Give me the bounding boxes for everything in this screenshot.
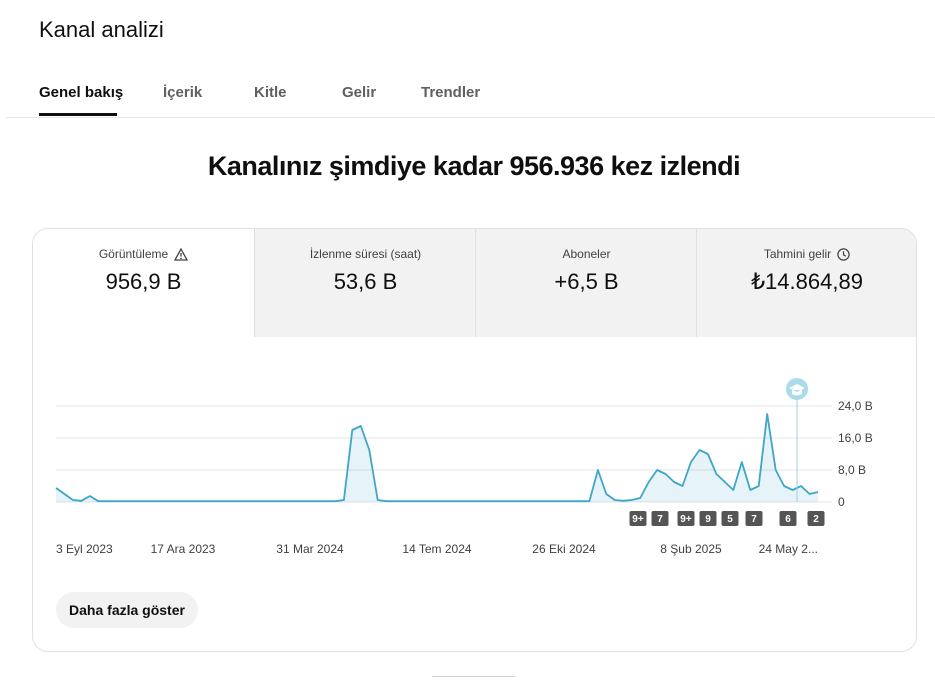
metric-tab[interactable]: Görüntüleme 956,9 B [33,229,254,337]
event-marker-label: 9+ [632,514,644,525]
metric-value: 53,6 B [333,269,398,294]
metric-value: ₺14.864,89 [751,269,863,294]
event-marker [699,511,717,526]
y-tick-label: 0 [838,495,845,509]
tab[interactable]: Trendler [421,84,481,101]
x-tick-label: 26 Eki 2024 [532,542,596,556]
event-marker-label: 7 [657,514,663,525]
x-tick-label: 8 Şub 2025 [660,542,722,556]
event-marker [807,511,825,526]
clock-icon [837,247,850,261]
event-marker-label: 5 [727,514,733,525]
event-marker-label: 6 [785,514,791,525]
event-marker [651,511,669,526]
y-tick-label: 8,0 B [838,463,866,477]
x-tick-label: 24 May 2... [759,542,818,556]
event-marker-label: 9 [705,514,711,525]
metric-label: Aboneler [562,247,611,261]
event-marker [721,511,739,526]
y-tick-label: 24,0 B [838,399,873,413]
event-marker [745,511,763,526]
scroll-hint [432,676,515,677]
metric-tab[interactable]: İzlenme süresi (saat) 53,6 B [254,229,476,337]
tab-indicator [39,113,117,116]
metric-value: 956,9 B [105,269,182,294]
tab[interactable]: Genel bakış [39,84,124,101]
event-marker [677,511,695,526]
metrics-card: Görüntüleme 956,9 B İzlenme süresi (saat… [32,228,917,652]
metric-tab[interactable]: Tahmini gelir ₺14.864,89 [696,229,916,337]
warning-icon [174,247,189,261]
area [56,414,818,502]
metric-label: Tahmini gelir [763,247,832,261]
headline: Kanalınız şimdiye kadar 956.936 kez izle… [207,151,741,181]
event-marker [629,511,647,526]
x-tick-label: 3 Eyl 2023 [56,542,113,556]
tab[interactable]: Kitle [254,84,287,101]
x-tick-label: 31 Mar 2024 [276,542,344,556]
divider [6,117,935,118]
plot: 24,0 B 16,0 B 8,0 B 0 3 Eyl 2023 17 Ara 2023 3… [55,399,873,556]
x-tick-label: 17 Ara 2023 [151,542,216,556]
tab[interactable]: İçerik [163,84,203,101]
page-title: Kanal analizi [39,17,164,42]
tab[interactable]: Gelir [342,84,377,101]
metric-label: İzlenme süresi (saat) [309,247,422,261]
x-tick-label: 14 Tem 2024 [402,542,471,556]
event-marker-label: 7 [751,514,757,525]
event-marker [779,511,797,526]
event-marker-label: 9+ [680,514,692,525]
metric-value: +6,5 B [554,269,619,294]
milestone-cap [789,384,805,396]
event-marker-label: 2 [813,514,819,525]
show-more-button[interactable]: Daha fazla göster [56,592,198,628]
line [55,413,819,503]
y-tick-label: 16,0 B [838,431,873,445]
metric-tab[interactable]: Aboneler +6,5 B [475,229,697,337]
metric-label: Görüntüleme [98,247,169,261]
